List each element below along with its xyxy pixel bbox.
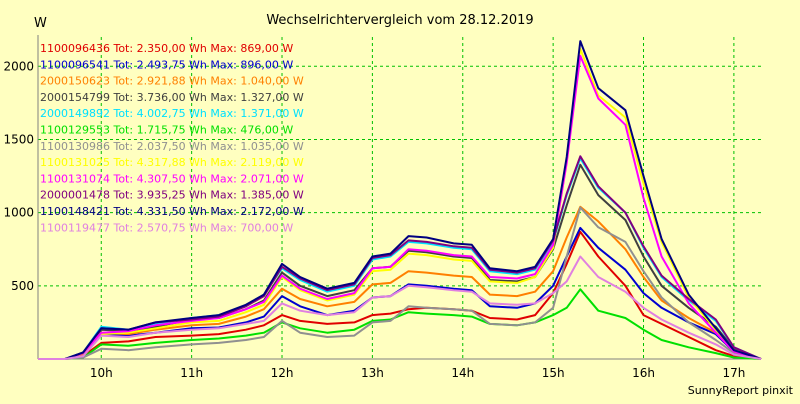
series-line-8 (38, 47, 762, 360)
y-tick-label: 500 (11, 279, 34, 293)
chart-title: Wechselrichtervergleich vom 28.12.2019 (266, 13, 533, 28)
series-line-11 (38, 40, 762, 360)
footer-credit: SunnyReport pinxit (688, 384, 794, 397)
legend-entry: 2000001478 Tot: 3.935,25 Wh Max: 1.385,0… (40, 189, 304, 202)
legend: 1100096436 Tot: 2.350,00 Wh Max: 869,00 … (40, 42, 304, 234)
legend-entry: 1100096436 Tot: 2.350,00 Wh Max: 869,00 … (40, 42, 293, 55)
legend-entry: 1100096541 Tot: 2.493,75 Wh Max: 896,00 … (40, 58, 293, 71)
series-line-9 (38, 54, 762, 360)
x-tick-label: 12h (271, 366, 294, 380)
legend-entry: 1100129553 Tot: 1.715,75 Wh Max: 476,00 … (40, 124, 293, 137)
legend-entry: 1100131074 Tot: 4.307,50 Wh Max: 2.071,0… (40, 172, 304, 185)
x-tick-label: 13h (361, 366, 384, 380)
legend-entry: 1100130986 Tot: 2.037,50 Wh Max: 1.035,0… (40, 140, 304, 153)
y-tick-label: 1500 (3, 132, 34, 146)
legend-entry: 2000150623 Tot: 2.921,88 Wh Max: 1.040,0… (40, 75, 304, 88)
x-tick-label: 14h (451, 366, 474, 380)
series-line-6 (38, 288, 762, 360)
x-tick-label: 15h (542, 366, 565, 380)
axes: 10h 11h 12h 13h 14h 15h 16h 17h 500 1000 1500 2000 (3, 35, 761, 380)
x-tick-label: 11h (180, 366, 203, 380)
legend-entry: 2000154799 Tot: 3.736,00 Wh Max: 1.327,0… (40, 91, 304, 104)
y-tick-label: 2000 (3, 59, 34, 73)
legend-entry: 1100148421 Tot: 4.331,50 Wh Max: 2.172,0… (40, 205, 304, 218)
x-tick-label: 17h (722, 366, 745, 380)
legend-entry: 1100131025 Tot: 4.317,88 Wh Max: 2.119,0… (40, 156, 304, 169)
legend-entry: 2000149892 Tot: 4.002,75 Wh Max: 1.371,0… (40, 107, 304, 120)
grid (38, 37, 761, 359)
series-line-3 (38, 205, 762, 360)
x-tick-label: 10h (90, 366, 113, 380)
x-tick-label: 16h (632, 366, 655, 380)
y-axis-label: W (34, 16, 47, 31)
series-line-12 (38, 255, 762, 360)
y-tick-label: 1000 (3, 206, 34, 220)
series-lines (38, 40, 762, 360)
legend-entry: 1100119477 Tot: 2.570,75 Wh Max: 700,00 … (40, 221, 293, 234)
series-line-7 (38, 206, 762, 360)
